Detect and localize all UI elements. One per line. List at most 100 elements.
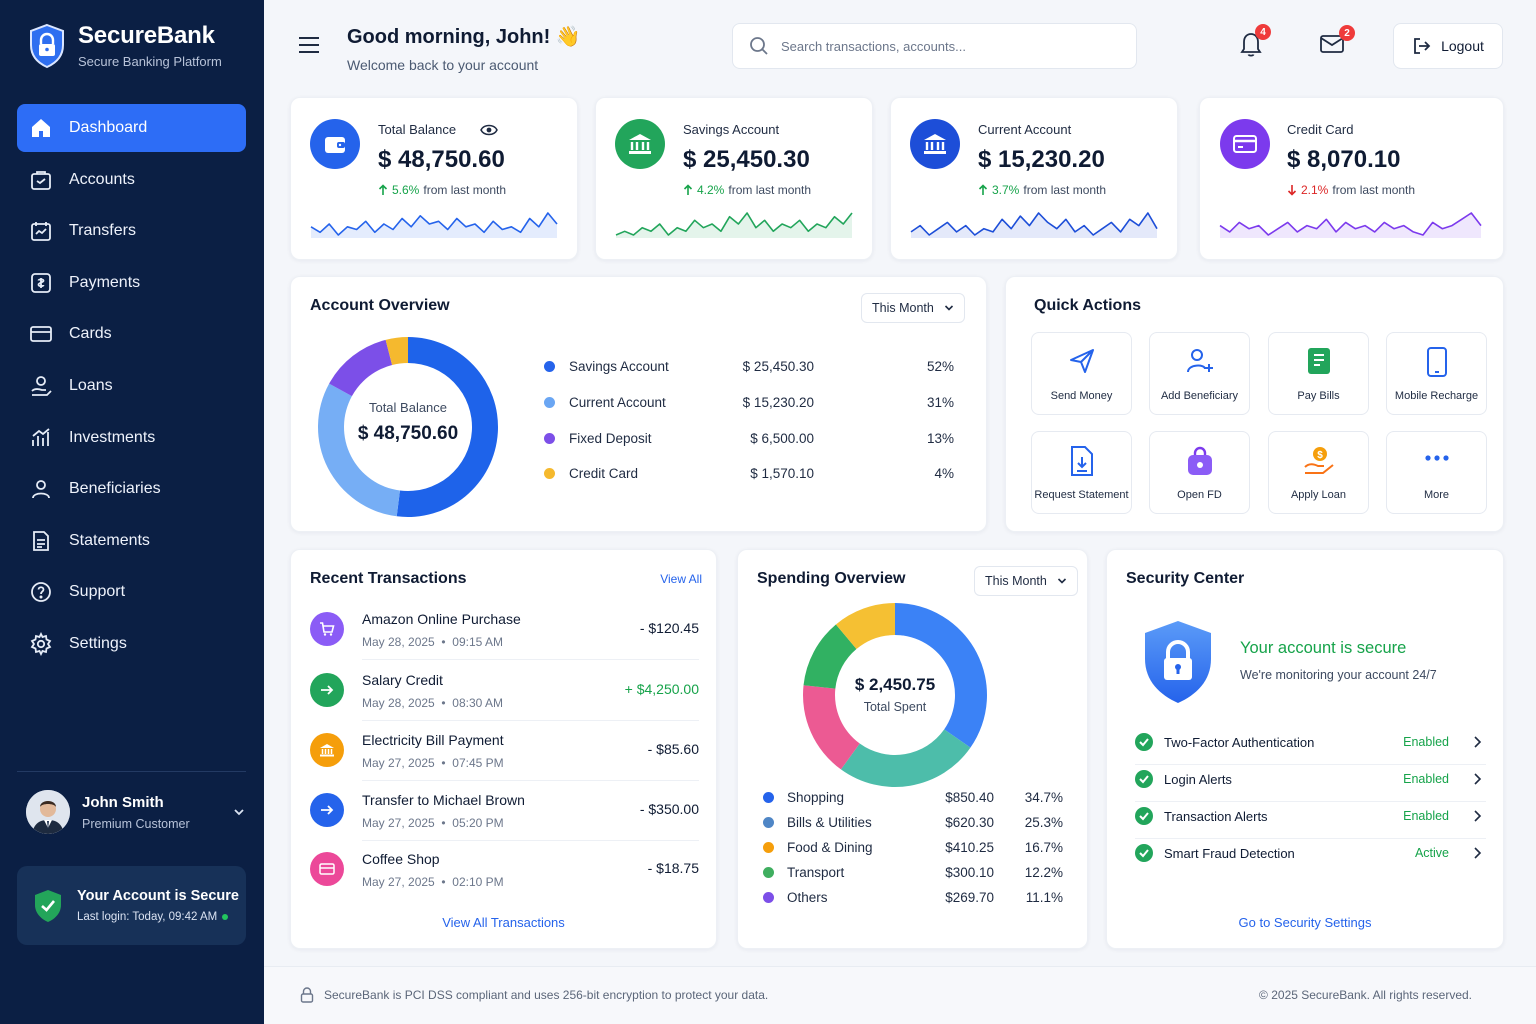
sparkline-line [310, 212, 558, 236]
stat-change-text: from last month [1332, 183, 1416, 197]
legend-percent: 11.1% [1025, 890, 1063, 905]
sidebar-item-dashboard[interactable]: Dashboard [17, 104, 246, 152]
apply-loan-button[interactable]: $ Apply Loan [1268, 431, 1369, 514]
transaction-row[interactable]: Electricity Bill Payment May 27, 2025 • … [310, 731, 699, 791]
sidebar-item-accounts[interactable]: Accounts [17, 156, 246, 204]
security-item-fraud-detection[interactable]: Smart Fraud Detection Active [1135, 839, 1486, 876]
security-item-status: Active [1414, 846, 1449, 860]
spending-overview-card: Spending Overview This Month $ 2,450.75 … [737, 549, 1088, 949]
hamburger-menu-icon[interactable] [298, 35, 320, 55]
transaction-row[interactable]: Salary Credit May 28, 2025 • 08:30 AM + … [310, 671, 699, 731]
credit-card-icon [29, 322, 69, 346]
legend-percent: 31% [926, 395, 954, 410]
view-all-transactions-link[interactable]: View All Transactions [442, 915, 565, 930]
sparkline-area [1220, 213, 1481, 238]
donut-slice-savings-account [396, 337, 498, 517]
spending-legend-item: Shopping $850.40 34.7% [763, 789, 1063, 809]
stat-card-current-account[interactable]: Current Account $ 15,230.20 3.7% from la… [890, 97, 1178, 260]
legend-amount: $ 1,570.10 [750, 466, 814, 481]
transaction-name: Electricity Bill Payment [362, 732, 504, 748]
avatar [26, 790, 70, 834]
sidebar-item-cards[interactable]: Cards [17, 310, 246, 358]
security-item-two-factor[interactable]: Two-Factor Authentication Enabled [1135, 728, 1486, 765]
pay-bills-button[interactable]: Pay Bills [1268, 332, 1369, 415]
user-profile[interactable]: John Smith Premium Customer [26, 789, 246, 835]
sidebar-item-statements[interactable]: Statements [17, 517, 246, 565]
check-circle-icon [1135, 733, 1153, 751]
sidebar-item-settings[interactable]: Settings [17, 620, 246, 668]
security-settings-link[interactable]: Go to Security Settings [1238, 915, 1372, 930]
dropdown-value: This Month [985, 574, 1047, 588]
transaction-row[interactable]: Amazon Online Purchase May 28, 2025 • 09… [310, 610, 699, 670]
logout-button[interactable]: Logout [1393, 23, 1503, 69]
quick-action-label: Open FD [1177, 489, 1222, 501]
donut-center-value: $ 48,750.60 [357, 423, 459, 444]
stat-card-total-balance[interactable]: Total Balance $ 48,750.60 5.6% from last… [290, 97, 578, 260]
legend-name: Shopping [787, 790, 845, 805]
notifications-button[interactable]: 4 [1239, 24, 1271, 58]
check-circle-icon [1135, 807, 1153, 825]
user-name: John Smith [82, 793, 164, 811]
legend-percent: 12.2% [1024, 865, 1063, 880]
legend-dot [763, 842, 774, 853]
stat-change-text: from last month [1023, 183, 1107, 197]
legend-name: Others [787, 890, 828, 905]
sidebar-item-transfers[interactable]: Transfers [17, 207, 246, 255]
stat-card-credit-card[interactable]: Credit Card $ 8,070.10 2.1% from last mo… [1199, 97, 1504, 260]
security-item-label: Two-Factor Authentication [1164, 735, 1315, 750]
security-item-transaction-alerts[interactable]: Transaction Alerts Enabled [1135, 802, 1486, 839]
security-item-status: Enabled [1403, 735, 1449, 749]
more-icon [1387, 454, 1486, 462]
sidebar-item-beneficiaries[interactable]: Beneficiaries [17, 465, 246, 513]
eye-icon[interactable] [480, 124, 498, 136]
shield-lock-icon [1141, 619, 1215, 705]
sidebar-item-investments[interactable]: Investments [17, 414, 246, 462]
add-beneficiary-button[interactable]: Add Beneficiary [1149, 332, 1250, 415]
chevron-down-icon[interactable] [232, 805, 246, 819]
sidebar-item-payments[interactable]: Payments [17, 259, 246, 307]
view-all-link[interactable]: View All [660, 572, 702, 586]
cart-icon [310, 612, 344, 646]
sidebar: SecureBank Secure Banking Platform Dashb… [0, 0, 264, 1024]
sparkline-total-balance [310, 212, 558, 238]
arrow-up-icon [978, 184, 988, 196]
security-item-login-alerts[interactable]: Login Alerts Enabled [1135, 765, 1486, 802]
sidebar-item-label: Settings [69, 634, 127, 652]
arrow-up-icon [683, 184, 693, 196]
send-money-button[interactable]: Send Money [1031, 332, 1132, 415]
donut-slice-credit-card [385, 337, 408, 366]
legend-percent: 16.7% [1024, 840, 1063, 855]
sidebar-item-loans[interactable]: Loans [17, 362, 246, 410]
open-fd-button[interactable]: Open FD [1149, 431, 1250, 514]
briefcase-icon [29, 168, 69, 192]
search-icon [749, 36, 769, 56]
request-statement-button[interactable]: Request Statement [1031, 431, 1132, 514]
mobile-recharge-button[interactable]: Mobile Recharge [1386, 332, 1487, 415]
logout-icon [1412, 36, 1441, 56]
legend-item: Credit Card $ 1,570.10 4% [544, 464, 954, 484]
legend-dot [763, 817, 774, 828]
messages-button[interactable]: 2 [1319, 25, 1355, 55]
transaction-date: May 28, 2025 [362, 635, 435, 649]
arrow-right-icon [310, 793, 344, 827]
sparkline-line [1219, 212, 1482, 236]
stat-label: Savings Account [683, 122, 780, 137]
sidebar-item-label: Transfers [69, 222, 136, 240]
more-actions-button[interactable]: More [1386, 431, 1487, 514]
account-overview-card: Account Overview This Month Total Balanc… [290, 276, 987, 532]
legend-percent: 13% [926, 431, 954, 446]
spending-period-dropdown[interactable]: This Month [974, 566, 1078, 596]
search-bar[interactable] [732, 23, 1137, 69]
gear-icon [29, 631, 69, 656]
legend-percent: 52% [926, 359, 954, 374]
sidebar-item-support[interactable]: Support [17, 568, 246, 616]
sparkline-area [616, 213, 852, 238]
brand[interactable]: SecureBank Secure Banking Platform [28, 22, 222, 69]
lock-icon [300, 987, 314, 1003]
transaction-row[interactable]: Coffee Shop May 27, 2025 • 02:10 PM - $1… [310, 850, 699, 910]
search-input[interactable] [781, 38, 1111, 54]
spending-center-label: Total Spent [863, 700, 927, 714]
overview-period-dropdown[interactable]: This Month [861, 293, 965, 323]
stat-card-savings-account[interactable]: Savings Account $ 25,450.30 4.2% from la… [595, 97, 873, 260]
transaction-row[interactable]: Transfer to Michael Brown May 27, 2025 •… [310, 791, 699, 851]
